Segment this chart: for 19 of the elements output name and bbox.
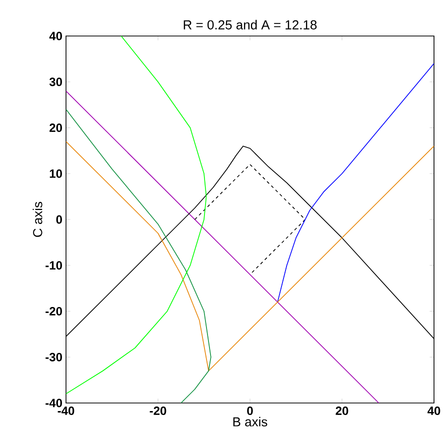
y-tick-label: 0 [56, 215, 62, 224]
line-series [66, 36, 207, 394]
y-tick-label: -40 [46, 398, 62, 408]
y-tick-label: -20 [46, 306, 62, 316]
y-tick-label: -10 [46, 261, 62, 270]
chart-title: R = 0.25 and A = 12.18 [184, 20, 317, 30]
y-tick-label: 20 [50, 124, 62, 132]
x-tick-label: 40 [428, 406, 440, 416]
x-tick-label: 20 [336, 406, 348, 416]
y-axis-title: C axis [32, 202, 42, 237]
y-tick-label: 40 [49, 32, 62, 40]
x-axis-title: B axis [233, 416, 268, 426]
line-series [66, 108, 212, 403]
y-tick-label: -30 [46, 352, 62, 362]
y-tick-label: 30 [49, 78, 62, 86]
x-tick-label: -40 [58, 406, 74, 416]
x-tick-label: -20 [150, 406, 166, 416]
y-tick-label: 10 [50, 169, 62, 178]
x-tick-label: 0 [247, 406, 253, 416]
